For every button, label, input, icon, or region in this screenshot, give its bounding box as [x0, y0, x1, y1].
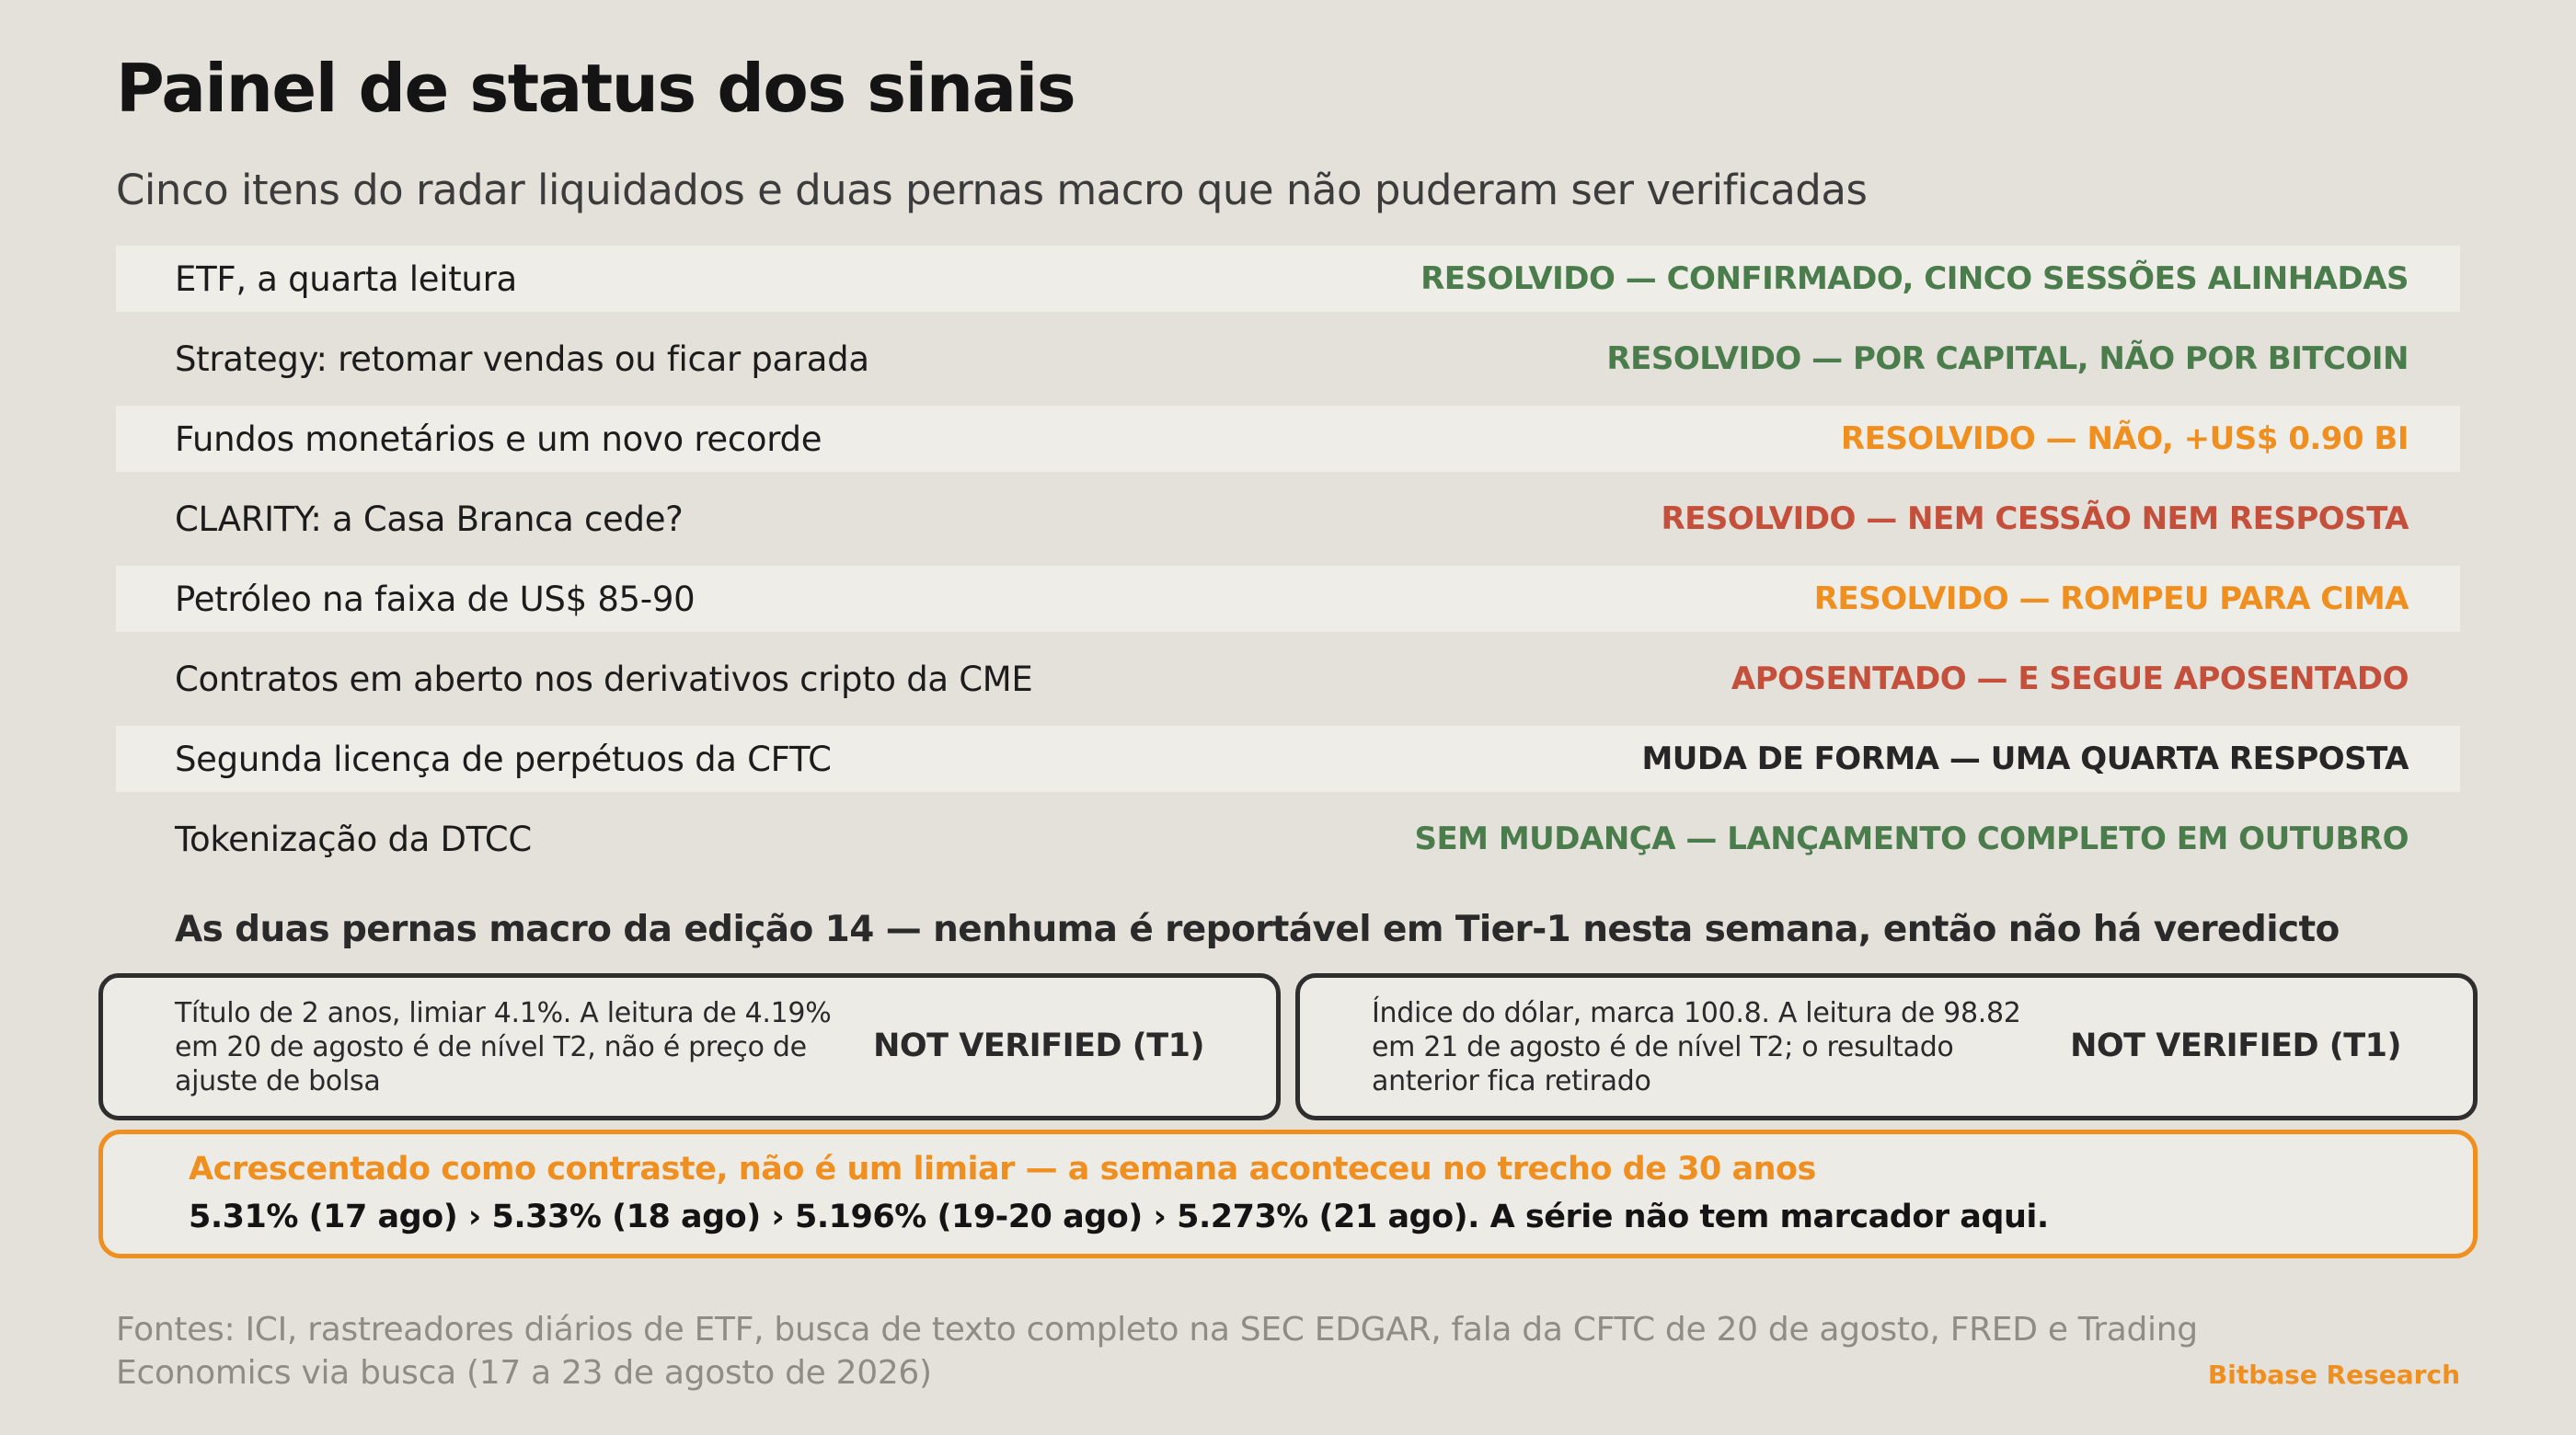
signal-label: CLARITY: a Casa Branca cede?	[175, 499, 684, 539]
signal-label: Tokenização da DTCC	[175, 819, 532, 859]
table-row: Strategy: retomar vendas ou ficar parada…	[116, 326, 2460, 392]
signal-label: Petróleo na faixa de US$ 85-90	[175, 579, 696, 619]
signal-status: RESOLVIDO — NEM CESSÃO NEM RESPOSTA	[1661, 500, 2409, 537]
contrast-series: 5.31% (17 ago) › 5.33% (18 ago) › 5.196%…	[189, 1199, 2049, 1235]
table-row: Petróleo na faixa de US$ 85-90 RESOLVIDO…	[116, 566, 2460, 632]
signal-label: Strategy: retomar vendas ou ficar parada	[175, 339, 869, 379]
signal-label: ETF, a quarta leitura	[175, 258, 517, 299]
signal-label: Contratos em aberto nos derivativos crip…	[175, 659, 1033, 699]
signal-status: SEM MUDANÇA — LANÇAMENTO COMPLETO EM OUT…	[1414, 821, 2409, 857]
signal-status: RESOLVIDO — ROMPEU PARA CIMA	[1813, 580, 2409, 617]
table-row: CLARITY: a Casa Branca cede? RESOLVIDO —…	[116, 486, 2460, 552]
page-title: Painel de status dos sinais	[116, 50, 1076, 127]
signal-status: RESOLVIDO — POR CAPITAL, NÃO POR BITCOIN	[1606, 340, 2409, 377]
signal-status: APOSENTADO — E SEGUE APOSENTADO	[1731, 660, 2409, 697]
signal-status: RESOLVIDO — CONFIRMADO, CINCO SESSÕES AL…	[1420, 260, 2409, 297]
signal-status: RESOLVIDO — NÃO, +US$ 0.90 BI	[1840, 420, 2409, 457]
contrast-callout: Acrescentado como contraste, não é um li…	[98, 1130, 2478, 1258]
table-row: Contratos em aberto nos derivativos crip…	[116, 646, 2460, 712]
macro-section-heading: As duas pernas macro da edição 14 — nenh…	[175, 909, 2340, 950]
table-row: ETF, a quarta leitura RESOLVIDO — CONFIR…	[116, 246, 2460, 312]
macro-card-verdict: NOT VERIFIED (T1)	[873, 1027, 1204, 1064]
signal-label: Fundos monetários e um novo recorde	[175, 419, 822, 459]
signal-label: Segunda licença de perpétuos da CFTC	[175, 739, 832, 779]
page-subtitle: Cinco itens do radar liquidados e duas p…	[116, 166, 1868, 214]
signal-status-table: ETF, a quarta leitura RESOLVIDO — CONFIR…	[116, 246, 2460, 886]
macro-card-text: Título de 2 anos, limiar 4.1%. A leitura…	[175, 997, 832, 1097]
macro-card-verdict: NOT VERIFIED (T1)	[2070, 1027, 2401, 1064]
macro-card-2y-yield: Título de 2 anos, limiar 4.1%. A leitura…	[98, 973, 1281, 1120]
sources-footnote: Fontes: ICI, rastreadores diários de ETF…	[116, 1311, 2198, 1392]
table-row: Fundos monetários e um novo recorde RESO…	[116, 406, 2460, 472]
signal-status: MUDA DE FORMA — UMA QUARTA RESPOSTA	[1641, 740, 2409, 777]
table-row: Tokenização da DTCC SEM MUDANÇA — LANÇAM…	[116, 806, 2460, 872]
macro-card-dollar-index: Índice do dólar, marca 100.8. A leitura …	[1295, 973, 2478, 1120]
contrast-heading: Acrescentado como contraste, não é um li…	[189, 1151, 1816, 1188]
table-row: Segunda licença de perpétuos da CFTC MUD…	[116, 726, 2460, 792]
macro-card-text: Índice do dólar, marca 100.8. A leitura …	[1372, 997, 2021, 1097]
brand-label: Bitbase Research	[2207, 1360, 2460, 1390]
